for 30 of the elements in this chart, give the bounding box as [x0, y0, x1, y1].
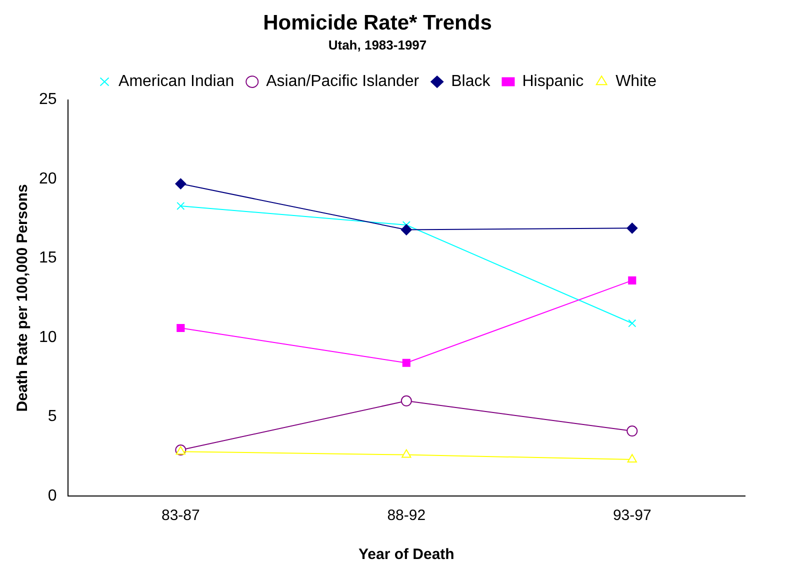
x-tick-label: 83-87	[161, 507, 200, 524]
point	[628, 319, 636, 328]
x-tick-label: 88-92	[387, 507, 426, 524]
point	[176, 202, 185, 210]
point	[402, 449, 412, 458]
y-tick-label: 15	[39, 250, 57, 267]
y-tick-label: 5	[48, 408, 57, 426]
y-tick-label: 10	[39, 328, 57, 346]
x-axis-title: Year of Death	[358, 546, 454, 564]
point	[400, 224, 412, 236]
legend-label: Black	[451, 73, 492, 90]
y-tick-label: 20	[39, 170, 57, 188]
point	[402, 358, 410, 367]
legend-label: White	[616, 73, 657, 90]
chart-subtitle: Utah, 1983-1997	[328, 38, 427, 53]
y-tick-label: 25	[39, 91, 57, 108]
legend-label: American Indian	[118, 73, 234, 90]
legend-label: Hispanic	[522, 73, 584, 90]
point	[400, 395, 412, 406]
point	[175, 178, 186, 190]
x-tick-label: 93-97	[612, 507, 652, 524]
legend-label: Asian/Pacific Islander	[266, 73, 420, 90]
y-tick-label: 0	[48, 487, 57, 504]
point	[626, 426, 638, 437]
point	[628, 276, 636, 285]
point	[626, 222, 638, 234]
chart-title: Homicide Rate* Trends	[263, 11, 492, 34]
y-axis-title: Death Rate per 100,000 Persons	[14, 184, 32, 412]
point	[627, 454, 637, 463]
point	[176, 324, 185, 332]
